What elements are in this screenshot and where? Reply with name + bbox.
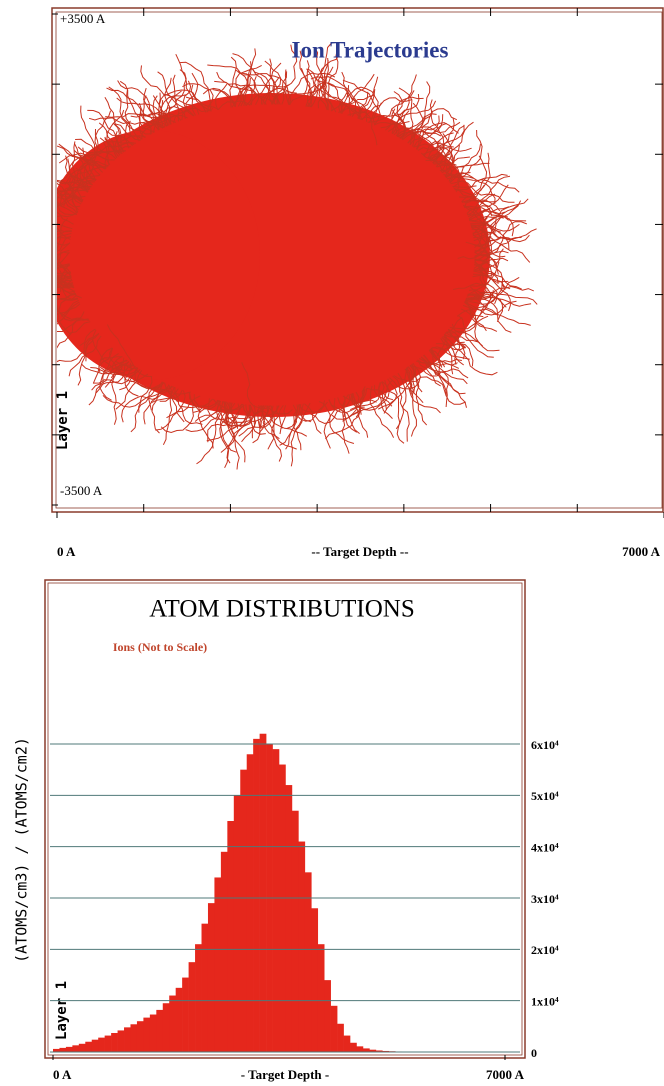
- histogram-bar: [105, 1036, 112, 1052]
- histogram-bar: [176, 988, 183, 1052]
- trajectory-cloud: [6, 43, 537, 470]
- histogram-bar: [350, 1043, 357, 1052]
- x-axis-label: - Target Depth -: [241, 1067, 329, 1082]
- histogram-bar: [337, 1024, 344, 1052]
- histogram-bar: [98, 1038, 105, 1052]
- x-tick-label: 7000 A: [622, 544, 661, 559]
- histogram-bar: [79, 1044, 86, 1052]
- histogram-bar: [221, 852, 228, 1052]
- y-tick-label: 3x10⁴: [531, 892, 559, 906]
- histogram-bar: [66, 1047, 73, 1052]
- x-axis-label: -- Target Depth --: [311, 544, 408, 559]
- histogram-bar: [111, 1033, 118, 1052]
- histogram-bar: [189, 962, 196, 1052]
- x-tick-label: 0 A: [57, 544, 76, 559]
- histogram-bar: [169, 996, 176, 1052]
- histogram-bar: [85, 1042, 92, 1052]
- histogram-bar: [124, 1027, 131, 1052]
- page: {"chart_data": [ {"type": "trajectories"…: [0, 0, 664, 1086]
- histogram-bar: [240, 770, 247, 1052]
- x-tick-label: 0 A: [53, 1067, 72, 1082]
- histogram-bar: [150, 1015, 157, 1052]
- histogram-bar: [59, 1048, 66, 1052]
- histogram-bar: [247, 754, 254, 1052]
- histogram-bar: [356, 1046, 363, 1052]
- histogram-bar: [363, 1048, 370, 1052]
- y-axis-label: (ATOMS/cm3) / (ATOMS/cm2): [13, 737, 31, 963]
- histogram-bar: [118, 1030, 125, 1052]
- histogram-bar: [234, 795, 241, 1052]
- histogram-bar: [273, 749, 280, 1052]
- histogram-bar: [253, 739, 260, 1052]
- histogram-bar: [279, 765, 286, 1052]
- y-tick-label: 4x10⁴: [531, 840, 559, 854]
- histogram-bar: [163, 1003, 170, 1052]
- histogram-bar: [202, 924, 209, 1052]
- histogram-bar: [260, 734, 267, 1052]
- histogram-bar: [72, 1045, 79, 1052]
- y-tick-label: -3500 A: [60, 483, 103, 498]
- histogram-bar: [344, 1036, 351, 1052]
- x-tick-label: 7000 A: [486, 1067, 525, 1082]
- histogram-bar: [208, 903, 215, 1052]
- figure: Ion Trajectories Layer 1 -- Target Depth…: [0, 0, 664, 1086]
- histogram-bar: [318, 944, 325, 1052]
- histogram-bar: [214, 877, 221, 1052]
- histogram-bar: [305, 872, 312, 1052]
- histogram-bar: [311, 908, 318, 1052]
- y-tick-label: 0: [531, 1046, 537, 1060]
- histogram-bar: [156, 1010, 163, 1052]
- histogram-bar: [227, 821, 234, 1052]
- y-tick-label: +3500 A: [60, 11, 106, 26]
- histogram-bar: [298, 842, 305, 1052]
- y-tick-label: 2x10⁴: [531, 943, 559, 957]
- chart-subtitle: Ions (Not to Scale): [113, 640, 207, 654]
- y-tick-label: 1x10⁴: [531, 994, 559, 1008]
- y-tick-label: 5x10⁴: [531, 789, 559, 803]
- chart-title: Ion Trajectories: [292, 37, 449, 62]
- y-tick-label: 6x10⁴: [531, 738, 559, 752]
- histogram-bar: [285, 785, 292, 1052]
- histogram-bar: [92, 1040, 99, 1052]
- layer-label: Layer 1: [55, 391, 71, 450]
- layer-label: Layer 1: [54, 981, 70, 1040]
- histogram-bar: [182, 978, 189, 1052]
- histogram-bar: [195, 944, 202, 1052]
- histogram-bar: [331, 1006, 338, 1052]
- histogram-bar: [143, 1018, 150, 1052]
- histogram-bar: [130, 1024, 137, 1052]
- histogram-bar: [137, 1021, 144, 1052]
- histogram-bar: [324, 980, 331, 1052]
- chart-title: ATOM DISTRIBUTIONS: [149, 596, 415, 623]
